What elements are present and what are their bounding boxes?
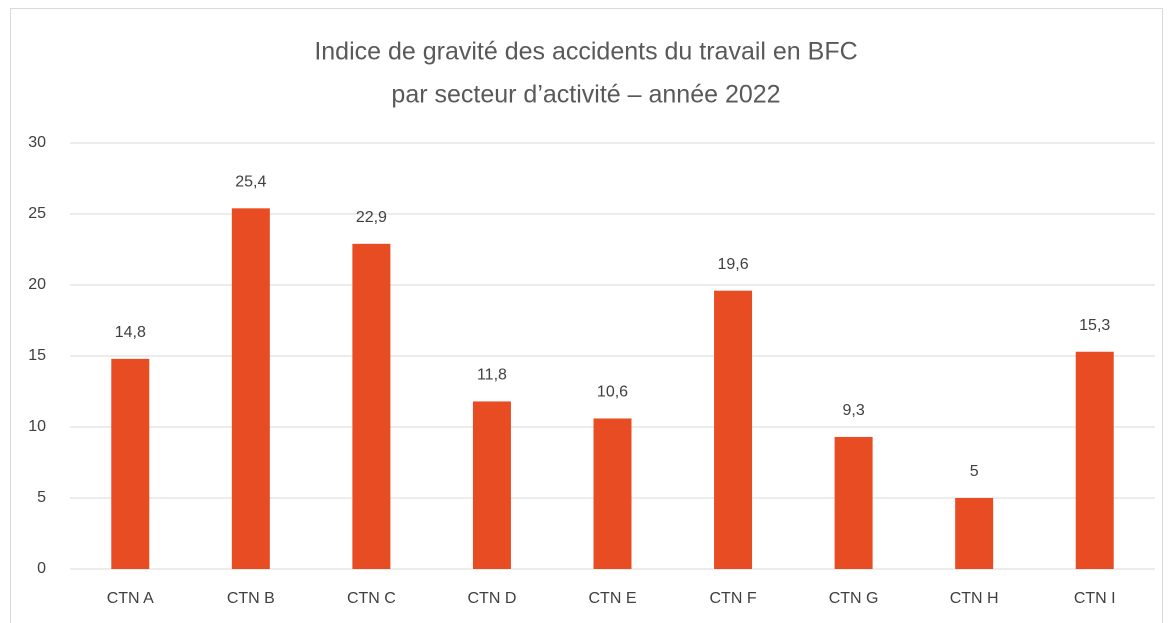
- y-tick-label: 5: [37, 489, 46, 506]
- value-label: 22,9: [356, 209, 387, 226]
- bar: [834, 436, 873, 569]
- x-tick-label: CTN C: [347, 590, 396, 607]
- bar: [231, 208, 270, 569]
- x-tick-label: CTN G: [829, 590, 879, 607]
- x-tick-label: CTN I: [1074, 590, 1116, 607]
- bar: [714, 290, 753, 569]
- value-label: 9,3: [842, 402, 864, 419]
- x-tick-label: CTN D: [467, 590, 516, 607]
- chart-title: Indice de gravité des accidents du trava…: [314, 38, 857, 66]
- x-tick-label: CTN E: [589, 590, 637, 607]
- value-label: 11,8: [477, 367, 507, 384]
- x-tick-label: CTN B: [227, 590, 275, 607]
- y-tick-label: 25: [28, 205, 46, 222]
- y-tick-label: 0: [37, 560, 46, 577]
- y-tick-label: 15: [28, 347, 46, 364]
- value-label: 10,6: [597, 384, 628, 401]
- x-tick-label: CTN H: [950, 590, 999, 607]
- value-label: 5: [970, 463, 979, 480]
- y-tick-label: 10: [28, 418, 46, 435]
- bar: [111, 358, 150, 569]
- x-tick-label: CTN A: [107, 590, 154, 607]
- bar: [593, 418, 632, 569]
- x-tick-label: CTN F: [710, 590, 757, 607]
- bar: [352, 243, 391, 569]
- bar: [1075, 351, 1114, 569]
- chart-title: par secteur d’activité – année 2022: [391, 81, 780, 109]
- bar: [955, 498, 994, 569]
- value-label: 14,8: [115, 324, 146, 341]
- bar: [472, 401, 511, 569]
- y-tick-label: 20: [28, 276, 46, 293]
- value-label: 25,4: [235, 174, 266, 191]
- value-label: 15,3: [1079, 317, 1110, 334]
- y-tick-label: 30: [28, 134, 46, 151]
- value-label: 19,6: [717, 256, 748, 273]
